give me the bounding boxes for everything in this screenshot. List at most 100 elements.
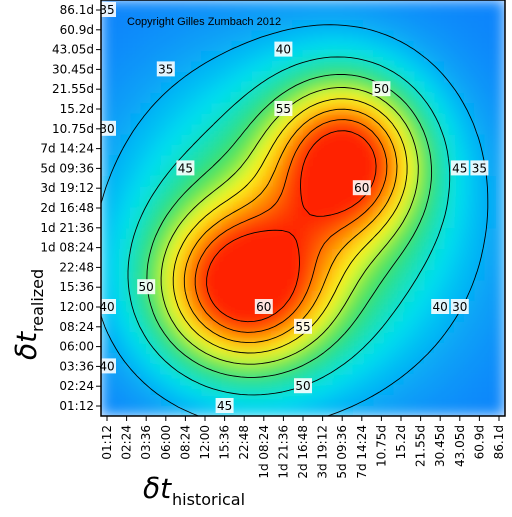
heat-cell (494, 145, 505, 157)
heat-cell (140, 51, 153, 63)
heat-cell (403, 238, 415, 251)
heat-cell (120, 155, 132, 167)
heat-cell (484, 9, 496, 22)
heat-cell (140, 249, 153, 261)
heat-cell (302, 363, 314, 375)
heat-cell (221, 82, 233, 95)
heat-cell (292, 363, 304, 375)
heat-cell (231, 311, 243, 323)
heat-cell (282, 197, 294, 209)
heat-cell (150, 51, 163, 63)
heat-cell (120, 394, 132, 407)
heat-cell (494, 238, 505, 251)
contour-label: 55 (274, 101, 293, 116)
heat-cell (312, 217, 324, 230)
heat-cell (140, 405, 153, 416)
heat-cell (140, 82, 153, 95)
heat-cell (403, 134, 415, 147)
heat-cell (464, 9, 476, 22)
heat-cell (413, 311, 425, 323)
heat-cell (201, 72, 213, 84)
x-tick-label: 30.45d (433, 425, 447, 467)
heat-cell (342, 301, 355, 313)
heat-cell (130, 332, 142, 344)
heat-cell (383, 373, 395, 386)
heat-cell (191, 103, 203, 115)
contour-label-bg (137, 279, 156, 295)
heat-cell (363, 207, 375, 219)
heat-cell (282, 207, 294, 219)
heat-cell (413, 228, 425, 240)
heat-cell (101, 113, 112, 126)
heat-cell (373, 113, 385, 126)
heat-cell (282, 145, 294, 157)
heat-cell (241, 332, 254, 344)
heat-cell (453, 113, 466, 126)
heat-cell (262, 269, 274, 282)
heat-cell (423, 72, 435, 84)
heat-cell (140, 373, 153, 386)
heat-cell (231, 394, 243, 407)
heat-cell (352, 165, 365, 178)
heat-cell (352, 30, 365, 43)
heat-cell (342, 259, 355, 271)
heat-cell (312, 405, 324, 416)
heat-cell (373, 145, 385, 157)
heat-cell (363, 384, 375, 396)
heat-cell (464, 186, 476, 199)
heat-cell (464, 176, 476, 188)
contour-line-45 (160, 87, 419, 365)
heat-cell (302, 207, 314, 219)
heat-cell (302, 103, 314, 115)
heat-cell (201, 405, 213, 416)
heat-cell (423, 51, 435, 63)
heat-cell (150, 301, 163, 313)
heat-cell (211, 280, 223, 292)
heat-cell (110, 51, 122, 63)
heat-cell (241, 405, 254, 416)
heat-cell (413, 103, 425, 115)
heat-cell (272, 269, 284, 282)
heat-cell (282, 61, 294, 74)
heat-cell (150, 217, 163, 230)
heat-cell (282, 176, 294, 188)
heat-cell (101, 332, 112, 344)
heat-cell (312, 145, 324, 157)
heat-cell (474, 41, 486, 53)
heat-cell (302, 82, 314, 95)
heat-cell (373, 155, 385, 167)
heat-cell (110, 373, 122, 386)
heat-cell (161, 186, 173, 199)
heat-cell (332, 405, 344, 416)
heat-cell (443, 280, 456, 292)
heat-cell (342, 82, 355, 95)
heat-cell (413, 207, 425, 219)
heat-cell (241, 145, 254, 157)
heat-cell (494, 93, 505, 105)
heat-cell (484, 363, 496, 375)
heat-cell (150, 155, 163, 167)
heat-cell (423, 290, 435, 303)
heat-cell (292, 259, 304, 271)
heat-cell (413, 259, 425, 271)
heat-cell (464, 72, 476, 84)
heat-cell (221, 373, 233, 386)
heat-cell (403, 93, 415, 105)
heat-cell (403, 30, 415, 43)
heat-cell (120, 405, 132, 416)
heat-cell (150, 134, 163, 147)
heat-cell (453, 217, 466, 230)
contour-label-text: 30 (99, 122, 114, 136)
heat-cell (191, 249, 203, 261)
heat-cell (403, 259, 415, 271)
heat-cell (231, 124, 243, 136)
heat-cell (322, 103, 334, 115)
heat-cell (191, 259, 203, 271)
heat-cell (171, 186, 183, 199)
heat-cell (413, 290, 425, 303)
y-tick-label: 03:36 (59, 359, 94, 373)
heat-cell (191, 41, 203, 53)
heat-cell (403, 197, 415, 209)
heat-cell (443, 186, 456, 199)
